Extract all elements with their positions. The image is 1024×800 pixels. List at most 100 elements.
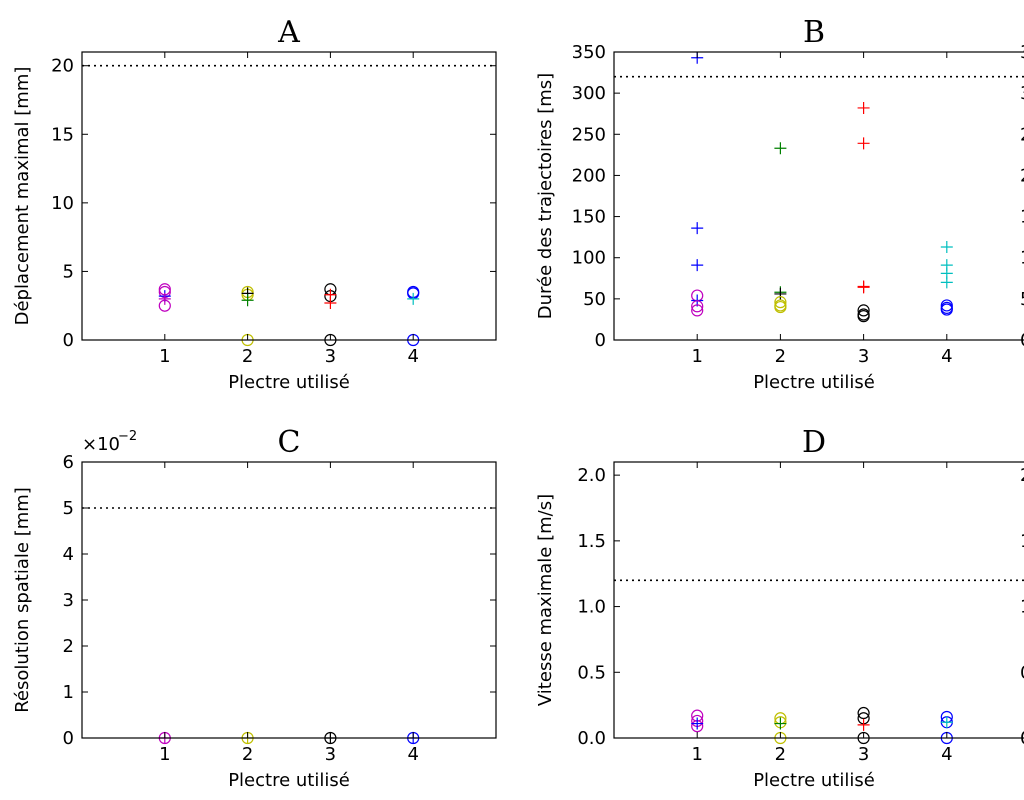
y-axis-label: Résolution spatiale [mm] (12, 487, 33, 713)
data-point-plus (940, 241, 953, 254)
panel-title: C (278, 425, 301, 460)
x-tick-label: 3 (858, 346, 869, 367)
x-tick-label: 4 (941, 744, 952, 765)
x-tick-label: 4 (407, 744, 418, 765)
y-tick-label-right: 1.5 (1020, 531, 1024, 552)
y-tick-label: 100 (572, 248, 606, 269)
plot-frame (81, 51, 497, 341)
y-tick-label-right: 0.0 (1020, 728, 1024, 749)
x-tick-label: 2 (775, 744, 786, 765)
y-tick-label-right: 2.0 (1020, 465, 1024, 486)
data-point-plus (407, 292, 420, 305)
x-tick-label: 1 (691, 744, 702, 765)
data-points (691, 706, 953, 745)
y-tick-label: 0 (63, 728, 74, 749)
y-tick-label: 1 (63, 682, 74, 703)
y-tick-label: 300 (572, 83, 606, 104)
chart-panel-d: 0.0 0.0 0.5 0.5 1.0 1.0 1.5 1.5 2.0 2.0 1 2 3 4 D Plect… (535, 425, 1024, 791)
plot-frame (613, 51, 1024, 341)
y-tick-label-right: 150 (1020, 207, 1024, 228)
y-tick-label-right: 100 (1020, 248, 1024, 269)
y-tick-label: 20 (51, 56, 74, 77)
data-point-plus (940, 716, 953, 729)
y-axis-label: Déplacement maximal [mm] (12, 67, 33, 326)
y-axis-label: Durée des trajectoires [ms] (535, 73, 556, 319)
data-point-circle (857, 304, 870, 317)
y-tick-label-right: 350 (1020, 42, 1024, 63)
panel-title: A (277, 15, 300, 50)
y-offset-label: ×10 (82, 434, 120, 455)
y-tick-label-right: 0.5 (1020, 662, 1024, 683)
data-point-plus (691, 222, 704, 235)
y-tick-label: 1.0 (577, 597, 606, 618)
y-tick-label: 5 (63, 261, 74, 282)
y-tick-label: 5 (63, 498, 74, 519)
data-point-plus (857, 137, 870, 150)
y-tick-label: 0 (63, 330, 74, 351)
x-tick-label: 2 (775, 346, 786, 367)
y-tick-label: 250 (572, 124, 606, 145)
data-point-plus (940, 276, 953, 289)
y-tick-label-right: 250 (1020, 124, 1024, 145)
y-tick-label: 10 (51, 193, 74, 214)
x-tick-label: 3 (325, 744, 336, 765)
data-point-plus (691, 259, 704, 272)
x-tick-label: 1 (159, 744, 170, 765)
x-tick-label: 1 (691, 346, 702, 367)
data-points (158, 283, 420, 347)
data-point-plus (857, 281, 870, 294)
data-point-circle (774, 296, 787, 309)
y-tick-label: 0.5 (577, 662, 606, 683)
y-tick-label: 3 (63, 590, 74, 611)
x-tick-label: 4 (407, 346, 418, 367)
y-tick-label: 150 (572, 207, 606, 228)
x-tick-label: 2 (242, 346, 253, 367)
data-point-circle (857, 310, 870, 323)
y-tick-label-right: 200 (1020, 165, 1024, 186)
data-point-plus (857, 718, 870, 731)
plot-frame (613, 461, 1024, 739)
y-tick-label: 6 (63, 452, 74, 473)
chart-panel-a: 0 5 10 15 20 1 2 3 4 A Plectre utilisé Déplacement … (12, 15, 497, 393)
plot-frame (81, 461, 497, 739)
panel-title: D (802, 425, 826, 460)
data-point-circle (691, 304, 704, 317)
y-axis-label: Vitesse maximale [m/s] (535, 494, 556, 706)
y-tick-label: 200 (572, 165, 606, 186)
y-tick-label-right: 50 (1020, 289, 1024, 310)
data-point-plus (857, 101, 870, 114)
y-tick-label-right: 0 (1020, 330, 1024, 351)
x-axis-label: Plectre utilisé (228, 372, 350, 393)
data-point-circle (940, 303, 953, 316)
data-point-circle (691, 300, 704, 313)
y-tick-label-right: 300 (1020, 83, 1024, 104)
y-tick-label: 2 (63, 636, 74, 657)
chart-panel-c: 0 1 2 3 4 5 6 1 2 3 4 C Plectre utilisé Résolution sp… (12, 425, 497, 791)
data-point-circle (857, 706, 870, 720)
y-offset-exponent: −2 (118, 429, 137, 444)
y-tick-label: 0.0 (577, 728, 606, 749)
y-tick-label: 15 (51, 124, 74, 145)
x-tick-label: 3 (325, 346, 336, 367)
x-axis-label: Plectre utilisé (228, 770, 350, 791)
data-point-plus (691, 717, 704, 730)
y-tick-label: 50 (583, 289, 606, 310)
y-tick-label-right: 1.0 (1020, 597, 1024, 618)
y-tick-label: 350 (572, 42, 606, 63)
chart-panel-b: 0 0 50 50 100 100 150 150 200 200 250 250 300 300 350 3… (535, 15, 1024, 393)
data-point-plus (774, 717, 787, 730)
data-point-plus (158, 292, 171, 305)
data-point-plus (774, 142, 787, 155)
x-axis-label: Plectre utilisé (753, 770, 875, 791)
data-point-circle (774, 300, 787, 314)
x-tick-label: 2 (242, 744, 253, 765)
y-tick-label: 4 (63, 544, 74, 565)
data-point-plus (774, 287, 787, 300)
y-tick-label: 0 (595, 330, 606, 351)
panel-title: B (803, 15, 825, 50)
x-tick-label: 1 (159, 346, 170, 367)
data-point-plus (324, 288, 337, 301)
data-points (691, 52, 953, 323)
x-tick-label: 3 (858, 744, 869, 765)
